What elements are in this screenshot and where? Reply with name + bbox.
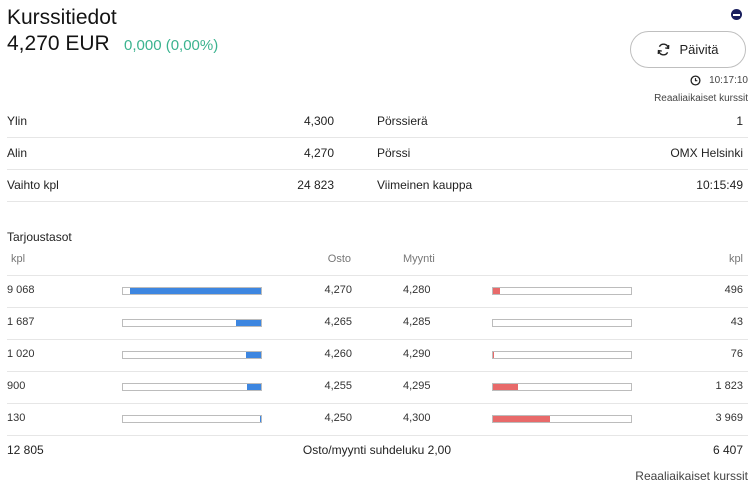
sell-depth-fill [493, 352, 495, 358]
refresh-button-label: Päivitä [679, 42, 719, 57]
buy-sell-ratio: Osto/myynti suhdeluku 2,00 [302, 443, 451, 457]
sell-depth-bar [492, 383, 632, 391]
buy-depth-bar [122, 287, 262, 295]
last-trade-label: Viimeinen kauppa [377, 178, 473, 192]
last-trade-value: 10:15:49 [696, 178, 743, 192]
buy-depth-fill [259, 416, 261, 422]
buy-price: 4,260 [324, 348, 352, 360]
sell-qty: 3 969 [715, 412, 743, 424]
sell-depth-bar [492, 287, 632, 295]
sell-qty: 496 [724, 284, 743, 296]
clock-icon [690, 75, 701, 86]
update-time: 10:17:10 [690, 75, 748, 86]
buy-depth-bar [122, 415, 262, 423]
buy-price: 4,265 [324, 316, 352, 328]
low-value: 4,270 [303, 146, 334, 160]
lot-value: 1 [736, 114, 743, 128]
high-value: 4,300 [303, 114, 334, 128]
sell-qty: 1 823 [715, 380, 743, 392]
sell-depth-bar [492, 351, 632, 359]
page-title: Kurssitiedot [7, 6, 117, 29]
low-label: Alin [7, 146, 28, 160]
sell-depth-fill [493, 384, 518, 390]
high-label: Ylin [7, 114, 28, 128]
buy-qty: 9 068 [7, 284, 35, 296]
sell-qty: 43 [730, 316, 743, 328]
buy-price: 4,255 [324, 380, 352, 392]
volume-value: 24 823 [297, 178, 334, 192]
sell-depth-fill [493, 288, 500, 294]
divider [7, 435, 748, 436]
price-change: 0,000 (0,00%) [124, 37, 219, 54]
buy-depth-fill [129, 288, 261, 294]
exchange-value: OMX Helsinki [670, 146, 743, 160]
divider [7, 169, 748, 170]
buy-qty: 1 020 [7, 348, 35, 360]
buy-qty: 1 687 [7, 316, 35, 328]
buy-qty: 130 [7, 412, 26, 424]
sell-depth-fill [493, 416, 550, 422]
refresh-button[interactable]: Päivitä [630, 31, 746, 68]
divider [7, 371, 748, 372]
sell-price: 4,280 [403, 284, 431, 296]
divider [7, 137, 748, 138]
sell-price: 4,295 [403, 380, 431, 392]
col-sell-qty: kpl [728, 253, 743, 265]
divider [7, 339, 748, 340]
col-buy-qty: kpl [11, 253, 26, 265]
buy-depth-bar [122, 383, 262, 391]
last-price: 4,270 EUR [7, 32, 110, 55]
divider [7, 307, 748, 308]
refresh-icon [658, 43, 670, 56]
collapse-icon[interactable] [731, 9, 742, 20]
order-book-title: Tarjoustasot [7, 230, 72, 244]
total-buy: 12 805 [7, 443, 44, 457]
volume-label: Vaihto kpl [7, 178, 59, 192]
sell-price: 4,300 [403, 412, 431, 424]
buy-depth-fill [236, 320, 261, 326]
divider [7, 403, 748, 404]
buy-price: 4,270 [324, 284, 352, 296]
total-sell: 6 407 [712, 443, 743, 457]
buy-depth-bar [122, 319, 262, 327]
col-sell-price: Myynti [403, 253, 435, 265]
buy-price: 4,250 [324, 412, 352, 424]
col-buy-price: Osto [327, 253, 351, 265]
divider [7, 201, 748, 202]
buy-depth-bar [122, 351, 262, 359]
exchange-label: Pörssi [377, 146, 411, 160]
update-time-text: 10:17:10 [709, 75, 748, 86]
realtime-note-top: Reaaliaikaiset kurssit [654, 93, 748, 104]
buy-depth-fill [247, 384, 261, 390]
lot-label: Pörssierä [377, 114, 428, 128]
sell-price: 4,290 [403, 348, 431, 360]
divider [7, 275, 748, 276]
realtime-note-bottom: Reaaliaikaiset kurssit [635, 469, 748, 483]
buy-qty: 900 [7, 380, 26, 392]
sell-price: 4,285 [403, 316, 431, 328]
buy-depth-fill [245, 352, 261, 358]
sell-depth-bar [492, 319, 632, 327]
sell-depth-bar [492, 415, 632, 423]
sell-qty: 76 [730, 348, 743, 360]
